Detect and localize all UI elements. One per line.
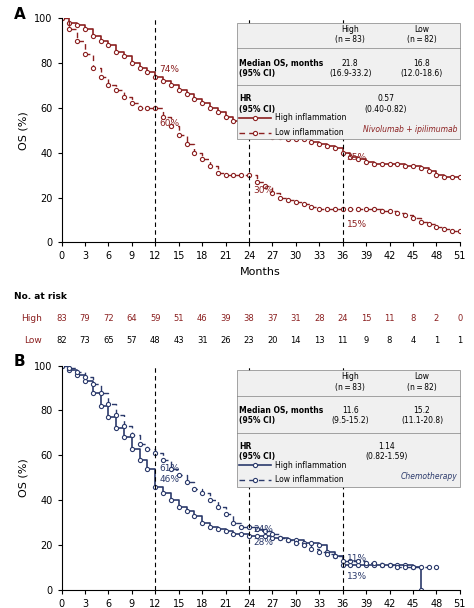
- Text: Low: Low: [24, 336, 42, 345]
- FancyBboxPatch shape: [237, 22, 460, 139]
- Text: Low
(n = 82): Low (n = 82): [407, 25, 437, 44]
- Text: 15: 15: [361, 314, 371, 323]
- Text: Median OS, months
(95% CI): Median OS, months (95% CI): [239, 58, 323, 78]
- Text: 0.57
(0.40-0.82): 0.57 (0.40-0.82): [365, 94, 407, 114]
- Text: 14: 14: [291, 336, 301, 345]
- Text: 15.2
(11.1-20.8): 15.2 (11.1-20.8): [401, 406, 443, 426]
- Text: A: A: [14, 7, 26, 22]
- Text: 13%: 13%: [346, 572, 367, 581]
- Text: 49%: 49%: [253, 122, 273, 130]
- Text: B: B: [14, 354, 26, 370]
- Text: 48: 48: [150, 336, 161, 345]
- Text: High
(n = 83): High (n = 83): [335, 372, 365, 392]
- Text: 24%: 24%: [253, 525, 273, 534]
- Text: 31: 31: [197, 336, 208, 345]
- Text: High
(n = 83): High (n = 83): [335, 25, 365, 44]
- Text: 59: 59: [150, 314, 161, 323]
- Text: 82: 82: [56, 336, 67, 345]
- Text: 8: 8: [410, 314, 416, 323]
- Text: 39: 39: [220, 314, 231, 323]
- Text: 1: 1: [434, 336, 439, 345]
- Text: No. at risk: No. at risk: [14, 292, 67, 301]
- Text: 72: 72: [103, 314, 114, 323]
- Text: 74%: 74%: [159, 65, 179, 74]
- Text: 13: 13: [314, 336, 325, 345]
- Text: High inflammation: High inflammation: [274, 114, 346, 122]
- Text: 35%: 35%: [346, 153, 367, 162]
- Text: Chemotherapy: Chemotherapy: [401, 472, 458, 481]
- Text: 64: 64: [127, 314, 137, 323]
- Text: 26: 26: [220, 336, 231, 345]
- Text: 73: 73: [80, 336, 91, 345]
- FancyBboxPatch shape: [237, 370, 460, 486]
- Text: 0: 0: [457, 314, 463, 323]
- Text: Low
(n = 82): Low (n = 82): [407, 372, 437, 392]
- Text: 30%: 30%: [253, 186, 273, 195]
- Text: 1: 1: [457, 336, 463, 345]
- Text: 83: 83: [56, 314, 67, 323]
- Text: 31: 31: [291, 314, 301, 323]
- Text: 11: 11: [337, 336, 348, 345]
- Y-axis label: OS (%): OS (%): [18, 458, 28, 497]
- Text: Low inflammation: Low inflammation: [274, 475, 343, 485]
- Text: 23: 23: [244, 336, 255, 345]
- Text: 57: 57: [127, 336, 137, 345]
- Text: 28: 28: [314, 314, 325, 323]
- Text: HR
(95% CI): HR (95% CI): [239, 442, 275, 461]
- Text: 15%: 15%: [346, 220, 367, 229]
- Text: 11.6
(9.5-15.2): 11.6 (9.5-15.2): [331, 406, 369, 426]
- Text: Median OS, months
(95% CI): Median OS, months (95% CI): [239, 406, 323, 426]
- Text: 28%: 28%: [253, 538, 273, 547]
- Text: 46%: 46%: [159, 475, 179, 485]
- Text: Low inflammation: Low inflammation: [274, 128, 343, 137]
- Text: 11: 11: [384, 314, 395, 323]
- Text: Nivolumab + ipilimumab: Nivolumab + ipilimumab: [363, 125, 458, 134]
- Text: 60%: 60%: [159, 119, 179, 128]
- Text: 8: 8: [387, 336, 392, 345]
- Text: 38: 38: [244, 314, 255, 323]
- Text: 20: 20: [267, 336, 278, 345]
- Text: 24: 24: [337, 314, 348, 323]
- Text: 61%: 61%: [159, 465, 179, 473]
- Text: 11%: 11%: [346, 554, 367, 563]
- Text: 16.8
(12.0-18.6): 16.8 (12.0-18.6): [401, 58, 443, 78]
- Text: High: High: [21, 314, 42, 323]
- Y-axis label: OS (%): OS (%): [18, 111, 28, 150]
- X-axis label: Months: Months: [240, 267, 281, 277]
- Text: 9: 9: [364, 336, 369, 345]
- Text: High inflammation: High inflammation: [274, 461, 346, 470]
- Text: 43: 43: [173, 336, 184, 345]
- Text: 2: 2: [434, 314, 439, 323]
- Text: 65: 65: [103, 336, 114, 345]
- Text: 79: 79: [80, 314, 91, 323]
- Text: 21.8
(16.9-33.2): 21.8 (16.9-33.2): [329, 58, 372, 78]
- Text: 4: 4: [410, 336, 416, 345]
- Text: 51: 51: [173, 314, 184, 323]
- Text: HR
(95% CI): HR (95% CI): [239, 94, 275, 114]
- Text: 37: 37: [267, 314, 278, 323]
- Text: 1.14
(0.82-1.59): 1.14 (0.82-1.59): [365, 442, 407, 461]
- Text: 46: 46: [197, 314, 208, 323]
